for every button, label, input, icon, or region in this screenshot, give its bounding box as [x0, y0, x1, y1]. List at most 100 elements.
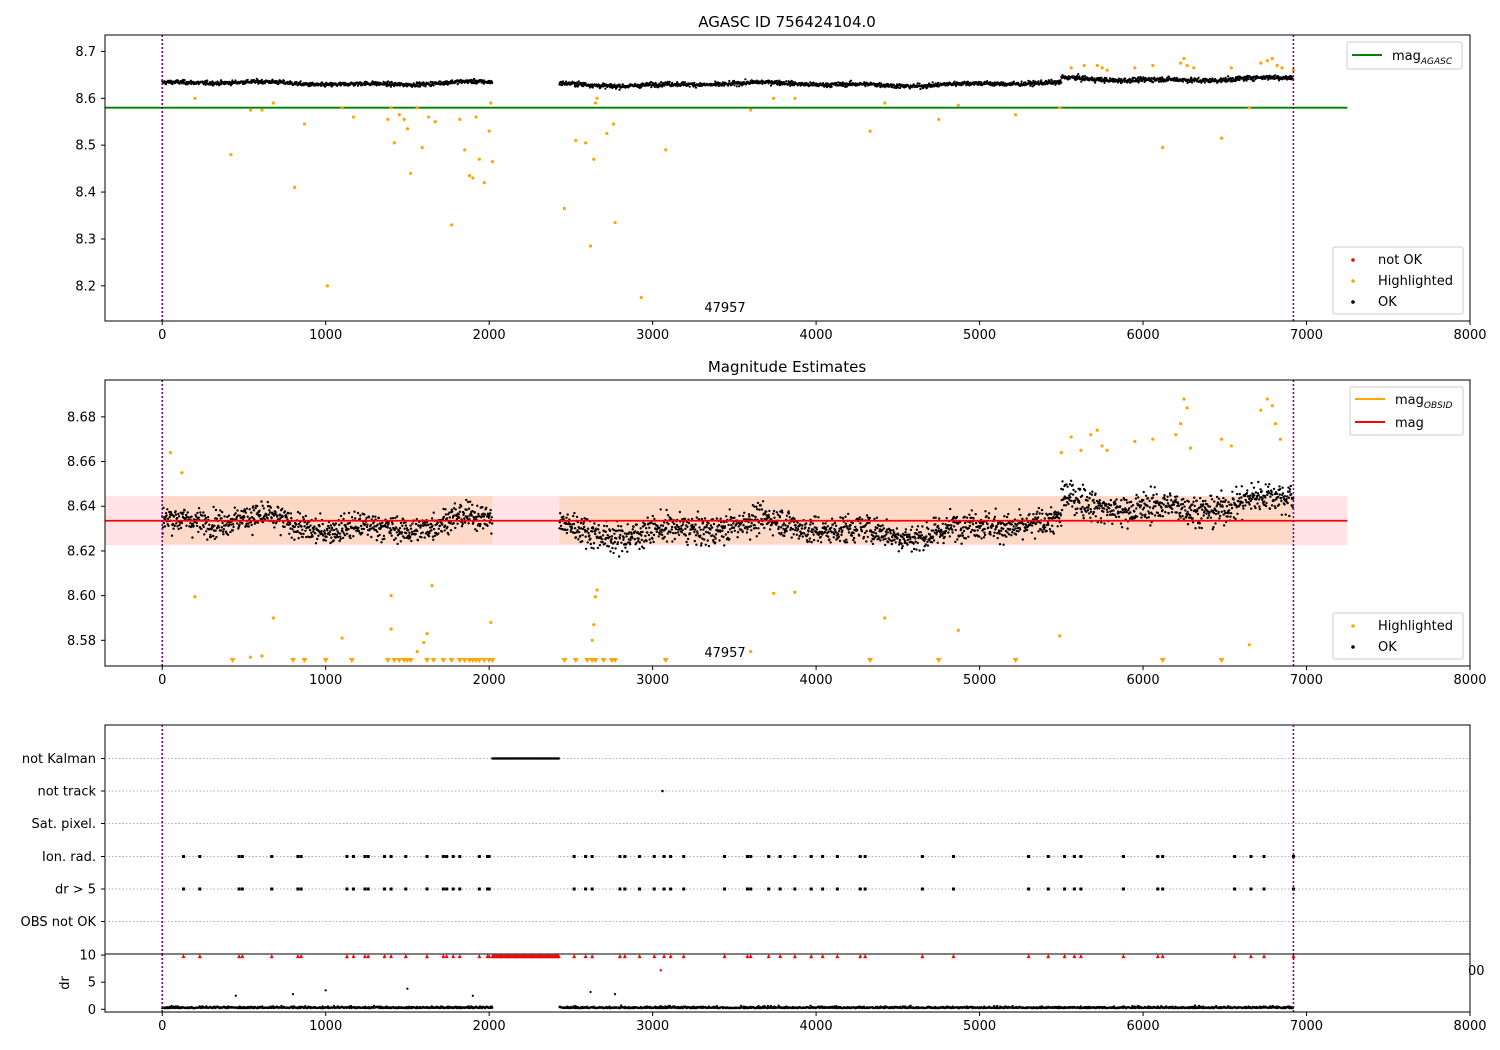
ok-point — [409, 527, 413, 530]
ok-point — [840, 533, 843, 537]
ok-point — [665, 540, 669, 543]
ok-point — [928, 533, 931, 536]
ok-point — [874, 528, 877, 531]
ok-point — [728, 79, 731, 83]
ok-point — [1060, 524, 1063, 527]
ok-point — [347, 528, 350, 531]
ok-point — [763, 526, 766, 530]
ok-point — [430, 517, 434, 520]
ok-point — [790, 536, 793, 539]
ok-point — [1049, 506, 1053, 509]
ok-point — [962, 526, 965, 529]
ok-point — [657, 86, 660, 89]
ok-point — [797, 537, 800, 540]
ok-point — [222, 533, 225, 536]
ok-point — [1061, 488, 1065, 491]
ok-point — [457, 513, 460, 516]
ok-point — [909, 536, 912, 539]
ok-point — [934, 523, 937, 526]
ok-point — [972, 516, 975, 520]
ok-point — [303, 525, 306, 528]
ok-point — [983, 533, 987, 537]
ok-point — [1203, 81, 1206, 84]
ok-point — [182, 511, 185, 514]
ok-point — [617, 524, 620, 528]
ok-point — [852, 536, 856, 540]
ok-point — [559, 512, 562, 515]
ok-point — [211, 524, 214, 527]
ok-point — [784, 524, 787, 527]
ok-point — [960, 527, 963, 530]
ok-point — [465, 498, 468, 502]
ok-point — [795, 533, 798, 536]
ok-point — [345, 532, 349, 535]
ok-point — [609, 550, 612, 553]
ok-point — [696, 510, 700, 513]
ok-point — [177, 515, 181, 518]
ok-point — [703, 538, 706, 541]
ok-point — [348, 534, 352, 537]
ok-point — [1018, 528, 1022, 531]
ok-point — [202, 511, 205, 514]
ok-point — [983, 527, 986, 531]
ok-point — [635, 541, 638, 544]
ok-point — [753, 524, 756, 527]
ok-point — [178, 523, 181, 527]
ok-point — [170, 534, 174, 537]
ok-point — [887, 541, 890, 544]
ok-point — [674, 527, 678, 531]
ok-point — [325, 535, 328, 538]
ok-point — [366, 533, 369, 536]
ok-point — [852, 539, 855, 542]
ok-point — [812, 528, 815, 531]
ok-point — [676, 531, 680, 534]
ok-point — [621, 549, 624, 553]
ok-point — [1020, 80, 1023, 83]
ok-point — [341, 536, 345, 540]
ok-point — [956, 538, 959, 541]
ok-point — [1060, 508, 1064, 512]
ok-point — [601, 538, 604, 541]
ok-point — [681, 528, 684, 532]
ok-point — [202, 525, 205, 529]
ok-point — [307, 526, 311, 529]
ok-point — [311, 535, 314, 538]
ok-point — [844, 515, 847, 518]
ok-point — [285, 515, 288, 519]
ok-point — [916, 82, 919, 85]
ok-point — [585, 529, 589, 533]
ok-point — [787, 510, 790, 513]
ok-point — [196, 511, 199, 515]
ok-point — [838, 539, 842, 543]
ok-point — [343, 512, 346, 515]
ok-point — [1066, 485, 1069, 488]
ok-point — [382, 534, 386, 538]
highlighted-point — [427, 115, 431, 119]
ok-point — [429, 80, 432, 83]
ok-point — [667, 522, 670, 526]
ok-point — [365, 516, 368, 520]
ok-point — [666, 532, 669, 535]
ok-point — [832, 532, 836, 536]
ok-point — [226, 533, 230, 536]
ok-point — [319, 512, 322, 515]
ok-point — [818, 84, 821, 87]
ok-point — [203, 514, 207, 517]
ok-point — [877, 524, 880, 527]
ok-point — [1077, 73, 1080, 76]
ok-point — [647, 533, 651, 537]
ok-point — [666, 514, 670, 517]
ok-point — [898, 83, 901, 86]
ok-point — [702, 528, 705, 531]
ok-point — [683, 81, 687, 84]
ok-point — [229, 530, 232, 534]
ok-point — [954, 540, 957, 544]
ok-point — [383, 537, 386, 540]
ok-point — [645, 527, 648, 530]
ok-point — [318, 525, 321, 528]
highlighted-point — [1069, 66, 1073, 70]
ok-point — [792, 81, 795, 84]
ok-point — [369, 523, 373, 527]
ok-point — [1033, 537, 1037, 540]
ok-point — [785, 529, 788, 533]
